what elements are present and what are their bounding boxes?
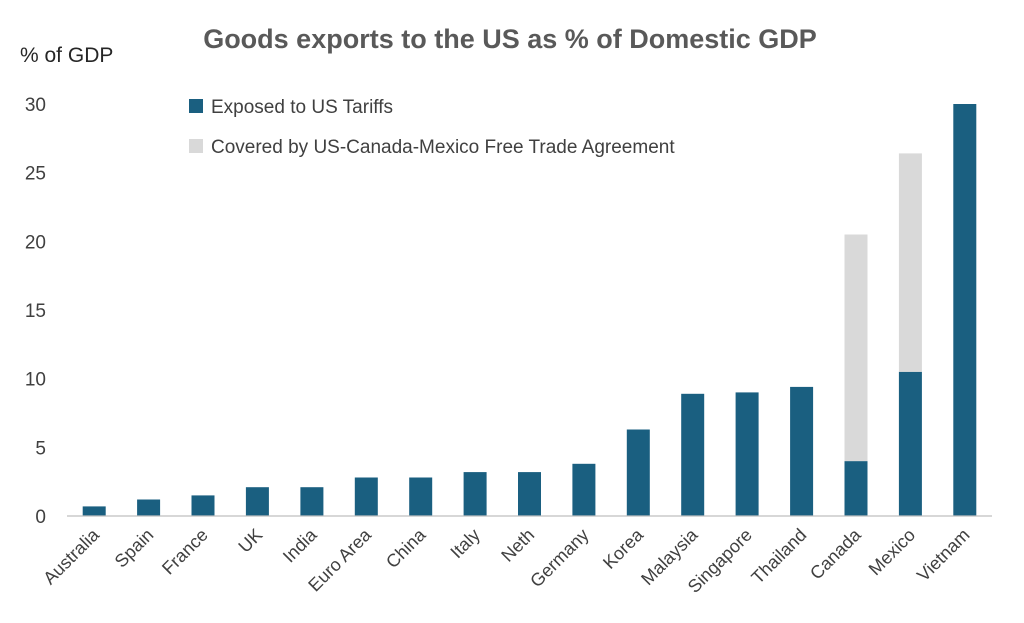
x-tick-label: Mexico — [865, 525, 919, 579]
bar-euro-area-series-1 — [354, 477, 378, 516]
bar-china-series-1 — [409, 477, 433, 516]
x-tick-label: UK — [234, 525, 266, 557]
x-tick-label: Spain — [111, 525, 158, 572]
y-axis-ticks: 0 5 10 15 20 25 30 — [25, 95, 46, 528]
bar-malaysia-series-1 — [681, 393, 705, 516]
x-tick-label: Italy — [446, 525, 483, 562]
bar-thailand-series-1 — [790, 386, 814, 516]
y-tick-label: 5 — [35, 438, 46, 459]
y-tick-label: 15 — [25, 301, 46, 322]
bar-italy-series-1 — [463, 472, 487, 516]
bar-neth-series-1 — [518, 472, 541, 516]
x-tick-label: China — [382, 524, 430, 572]
x-tick-label: Canada — [806, 524, 865, 583]
bar-canada-series-1 — [844, 461, 868, 516]
y-tick-label: 0 — [35, 507, 46, 528]
legend-label: Exposed to US Tariffs — [211, 97, 393, 118]
y-tick-label: 25 — [25, 164, 46, 185]
x-tick-label: Australia — [39, 524, 103, 588]
bars — [82, 104, 977, 516]
bar-germany-series-1 — [572, 463, 596, 516]
legend-swatch — [189, 99, 203, 113]
x-tick-label: Vietnam — [913, 525, 974, 586]
bar-vietnam-series-1 — [953, 104, 977, 516]
y-axis-label: % of GDP — [20, 44, 113, 67]
y-tick-label: 10 — [25, 370, 46, 391]
legend-swatch — [189, 139, 203, 153]
x-tick-label: Korea — [599, 524, 648, 573]
x-tick-label: Neth — [497, 525, 538, 566]
bar-uk-series-1 — [245, 487, 269, 516]
bar-mexico-series-1 — [898, 371, 922, 516]
bar-mexico-series-2 — [898, 153, 922, 372]
chart-title: Goods exports to the US as % of Domestic… — [203, 24, 817, 54]
y-tick-label: 30 — [25, 95, 46, 116]
x-tick-label: Germany — [526, 525, 592, 591]
y-tick-label: 20 — [25, 232, 46, 253]
bar-spain-series-1 — [137, 499, 161, 516]
x-tick-label: France — [158, 525, 212, 579]
bar-singapore-series-1 — [735, 392, 759, 516]
bar-korea-series-1 — [626, 429, 650, 516]
bar-canada-series-2 — [844, 234, 868, 462]
x-tick-label: India — [279, 524, 321, 566]
x-tick-label: Thailand — [747, 525, 810, 588]
bar-australia-series-1 — [82, 506, 106, 516]
legend: Exposed to US Tariffs Covered by US-Canad… — [189, 97, 675, 158]
bar-india-series-1 — [300, 487, 324, 516]
legend-label: Covered by US-Canada-Mexico Free Trade A… — [211, 137, 675, 158]
bar-france-series-1 — [191, 495, 215, 516]
